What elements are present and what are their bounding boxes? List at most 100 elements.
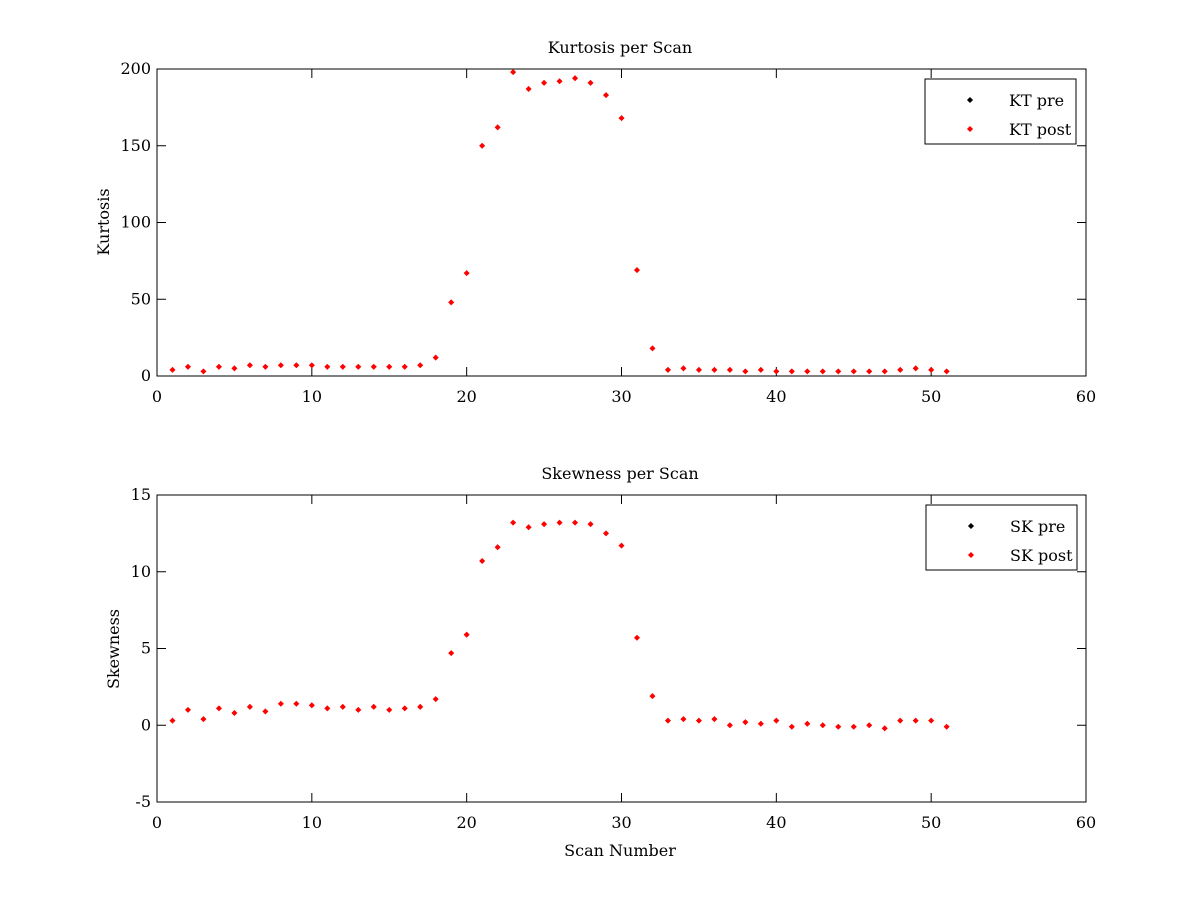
data-point bbox=[649, 693, 656, 700]
chart-title: Skewness per Scan bbox=[541, 464, 698, 483]
x-tick-label: 30 bbox=[611, 813, 631, 832]
data-point bbox=[463, 631, 470, 638]
data-point bbox=[324, 705, 331, 712]
data-point bbox=[494, 544, 501, 551]
data-point bbox=[200, 716, 207, 723]
data-point bbox=[339, 363, 346, 370]
data-point bbox=[897, 717, 904, 724]
data-point bbox=[355, 363, 362, 370]
data-point bbox=[866, 722, 873, 729]
data-point bbox=[695, 717, 702, 724]
data-point bbox=[510, 69, 517, 76]
data-point bbox=[618, 542, 625, 549]
data-point bbox=[417, 362, 424, 369]
data-point bbox=[695, 366, 702, 373]
legend-marker bbox=[966, 96, 974, 104]
y-tick-label: 200 bbox=[120, 59, 151, 78]
x-tick-label: 0 bbox=[152, 387, 162, 406]
data-point bbox=[680, 716, 687, 723]
data-point bbox=[556, 78, 563, 85]
data-point bbox=[572, 75, 579, 82]
data-point bbox=[633, 267, 641, 274]
data-point bbox=[804, 368, 811, 375]
data-point bbox=[850, 368, 857, 375]
x-tick-label: 50 bbox=[921, 813, 941, 832]
data-point bbox=[370, 363, 377, 370]
y-tick-label: 15 bbox=[131, 485, 151, 504]
legend-marker bbox=[967, 551, 975, 559]
data-point bbox=[912, 365, 919, 372]
x-tick-label: 50 bbox=[921, 387, 941, 406]
kurtosis-subplot: Kurtosis per Scan Kurtosis 0 10 20 30 40 50 60… bbox=[94, 38, 1096, 406]
data-point bbox=[912, 717, 919, 724]
data-point bbox=[246, 362, 253, 369]
data-point bbox=[587, 521, 594, 528]
data-point bbox=[339, 703, 346, 710]
data-point bbox=[633, 634, 641, 641]
y-tick-label: 5 bbox=[141, 639, 151, 658]
data-point bbox=[200, 368, 207, 375]
legend-marker bbox=[967, 522, 975, 530]
data-point bbox=[215, 705, 222, 712]
y-tick-label: 10 bbox=[131, 562, 151, 581]
data-point bbox=[850, 723, 857, 730]
x-axis-label: Scan Number bbox=[564, 841, 676, 860]
x-tick-label: 0 bbox=[152, 813, 162, 832]
data-point bbox=[649, 345, 656, 352]
data-point bbox=[928, 717, 935, 724]
data-point bbox=[386, 363, 393, 370]
data-point bbox=[664, 717, 671, 724]
data-point bbox=[308, 702, 315, 709]
x-tick-label: 60 bbox=[1076, 813, 1096, 832]
data-point bbox=[819, 722, 826, 729]
y-axis-label: Kurtosis bbox=[94, 188, 113, 255]
data-point bbox=[293, 362, 300, 369]
data-point bbox=[587, 79, 594, 86]
data-point bbox=[835, 723, 842, 730]
data-point bbox=[664, 366, 671, 373]
data-point bbox=[262, 363, 269, 370]
data-point bbox=[401, 363, 408, 370]
data-point bbox=[711, 716, 718, 723]
x-tick-label: 10 bbox=[302, 387, 322, 406]
data-point bbox=[943, 368, 950, 375]
data-point bbox=[494, 124, 501, 131]
data-point bbox=[866, 368, 873, 375]
data-point bbox=[757, 720, 764, 727]
data-point bbox=[401, 705, 408, 712]
skewness-subplot: Skewness per Scan Skewness Scan Number 0… bbox=[104, 464, 1096, 860]
legend-label: KT pre bbox=[1009, 91, 1064, 110]
data-point bbox=[432, 354, 439, 361]
legend-label: KT post bbox=[1009, 120, 1072, 139]
data-point bbox=[757, 366, 764, 373]
data-point bbox=[355, 706, 362, 713]
data-point bbox=[386, 706, 393, 713]
chart-title: Kurtosis per Scan bbox=[548, 38, 692, 57]
data-point bbox=[448, 650, 455, 657]
data-point bbox=[479, 557, 486, 565]
y-tick-label: -5 bbox=[135, 792, 151, 811]
x-tick-label: 10 bbox=[302, 813, 322, 832]
data-point bbox=[324, 363, 331, 370]
data-point bbox=[602, 530, 610, 537]
data-point bbox=[215, 363, 222, 370]
data-point bbox=[943, 723, 950, 730]
legend-label: SK pre bbox=[1010, 517, 1065, 536]
y-tick-label: 50 bbox=[131, 289, 151, 308]
data-point bbox=[448, 299, 455, 306]
data-point bbox=[819, 368, 826, 375]
data-point bbox=[572, 519, 579, 526]
data-point bbox=[246, 703, 253, 710]
data-point bbox=[556, 519, 563, 526]
x-tick-label: 20 bbox=[456, 813, 476, 832]
data-point bbox=[231, 709, 238, 716]
legend-box bbox=[924, 78, 1077, 145]
legend-label: SK post bbox=[1010, 546, 1073, 565]
data-point bbox=[773, 717, 780, 724]
data-point bbox=[928, 366, 935, 373]
data-point bbox=[262, 708, 269, 715]
data-point bbox=[525, 85, 532, 92]
data-point bbox=[479, 142, 486, 149]
